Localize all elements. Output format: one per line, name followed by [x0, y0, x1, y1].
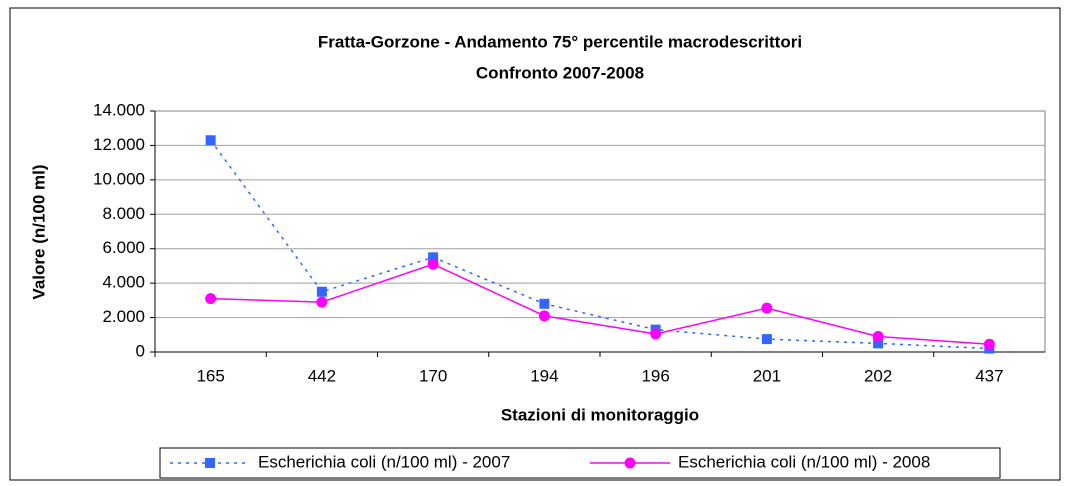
data-point [873, 338, 884, 349]
legend-marker [624, 457, 636, 469]
data-point [872, 331, 884, 343]
y-tick-label: 12.000 [93, 135, 145, 154]
data-point [983, 338, 995, 350]
x-tick-label: 196 [641, 366, 669, 385]
y-tick-label: 10.000 [93, 169, 145, 188]
x-axis-title: Stazioni di monitoraggio [501, 405, 699, 424]
y-tick-label: 14.000 [93, 100, 145, 119]
chart-subtitle: Confronto 2007-2008 [476, 63, 644, 82]
data-point [539, 298, 550, 309]
legend-label: Escherichia coli (n/100 ml) - 2008 [678, 452, 930, 471]
y-tick-label: 2.000 [102, 307, 145, 326]
data-point [538, 310, 550, 322]
chart-title: Fratta-Gorzone - Andamento 75° percentil… [318, 32, 802, 51]
data-point [205, 135, 216, 146]
legend-box [159, 447, 1001, 479]
y-tick-label: 8.000 [102, 204, 145, 223]
chart-frame [9, 7, 1061, 481]
data-point [205, 293, 217, 305]
x-tick-label: 170 [419, 366, 447, 385]
y-tick-label: 4.000 [102, 273, 145, 292]
data-point [761, 302, 773, 314]
data-point [316, 296, 328, 308]
legend-label: Escherichia coli (n/100 ml) - 2007 [258, 452, 510, 471]
data-point [316, 286, 327, 297]
legend-marker [205, 458, 215, 468]
series-line [210, 139, 990, 350]
y-tick-label: 0 [136, 341, 145, 360]
data-point [427, 258, 439, 270]
x-tick-label: 202 [864, 366, 892, 385]
x-tick-label: 201 [753, 366, 781, 385]
y-tick-label: 6.000 [102, 238, 145, 257]
x-tick-label: 442 [308, 366, 336, 385]
x-tick-label: 194 [530, 366, 558, 385]
data-point [650, 328, 662, 340]
series-line [210, 263, 990, 346]
data-point [761, 334, 772, 345]
data-point [428, 252, 439, 263]
x-tick-label: 165 [196, 366, 224, 385]
x-tick-label: 437 [975, 366, 1003, 385]
y-axis-title: Valore (n/100 ml) [29, 164, 48, 299]
